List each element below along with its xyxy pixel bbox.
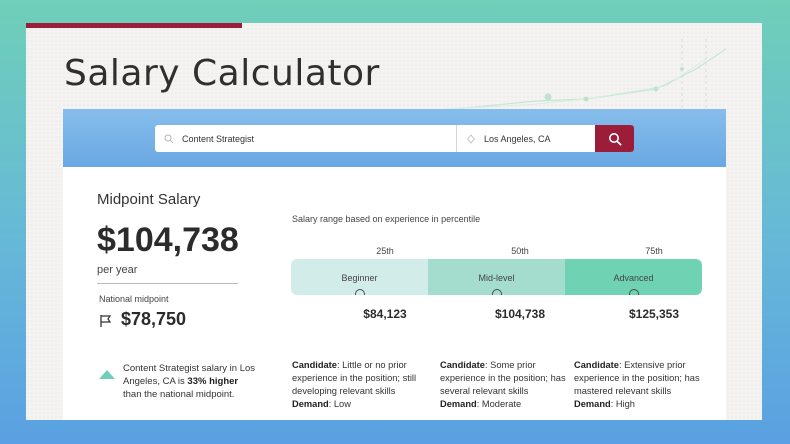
comparison-text: Content Strategist salary in Los Angeles… [123, 363, 256, 400]
flag-icon [100, 315, 112, 327]
percentile-50: 50th [511, 246, 529, 256]
search-icon [164, 134, 174, 144]
amount-75: $125,353 [628, 307, 680, 321]
level-mid: Mid-level [428, 259, 565, 295]
amount-25: $84,123 [363, 307, 407, 321]
range-title: Salary range based on experience in perc… [292, 214, 481, 224]
location-input[interactable]: Los Angeles, CA [457, 125, 595, 152]
midpoint-label: Midpoint Salary [97, 191, 201, 208]
job-title-input[interactable]: Content Strategist [155, 125, 457, 152]
percentile-75: 75th [645, 246, 663, 256]
amount-50: $104,738 [494, 307, 546, 321]
experience-levels-bar: Beginner Mid-level Advanced [291, 259, 702, 295]
job-title-value: Content Strategist [182, 133, 255, 144]
description-advanced: Candidate: Extensive prior experience in… [574, 360, 700, 409]
comparison-highlight: 33% higher [187, 376, 239, 387]
search-band: Content Strategist Los Angeles, CA [63, 109, 726, 167]
divider [97, 283, 238, 284]
search-button[interactable] [595, 125, 634, 152]
page-title: Salary Calculator [64, 53, 380, 94]
search-icon [608, 132, 622, 146]
location-pin-icon [466, 133, 476, 144]
location-value: Los Angeles, CA [484, 133, 551, 144]
marker-dot [354, 289, 365, 295]
marker-dot [628, 289, 639, 295]
description-mid: Candidate: Some prior experience in the … [440, 360, 566, 409]
percentile-25: 25th [376, 246, 394, 256]
results-panel: Midpoint Salary $104,738 per year Nation… [63, 167, 726, 420]
level-beginner: Beginner [291, 259, 428, 295]
level-advanced: Advanced [565, 259, 702, 295]
triangle-up-icon [99, 370, 115, 379]
national-midpoint-label: National midpoint [99, 294, 169, 304]
national-midpoint-value: $78,750 [121, 309, 187, 329]
accent-bar [26, 23, 242, 28]
search-bar: Content Strategist Los Angeles, CA [155, 125, 634, 152]
midpoint-period: per year [97, 264, 138, 276]
salary-card: Salary Calculator Content Strategist Los… [26, 23, 762, 420]
description-beginner: Candidate: Little or no prior experience… [292, 360, 417, 409]
marker-dot [491, 289, 502, 295]
midpoint-value: $104,738 [97, 221, 239, 259]
